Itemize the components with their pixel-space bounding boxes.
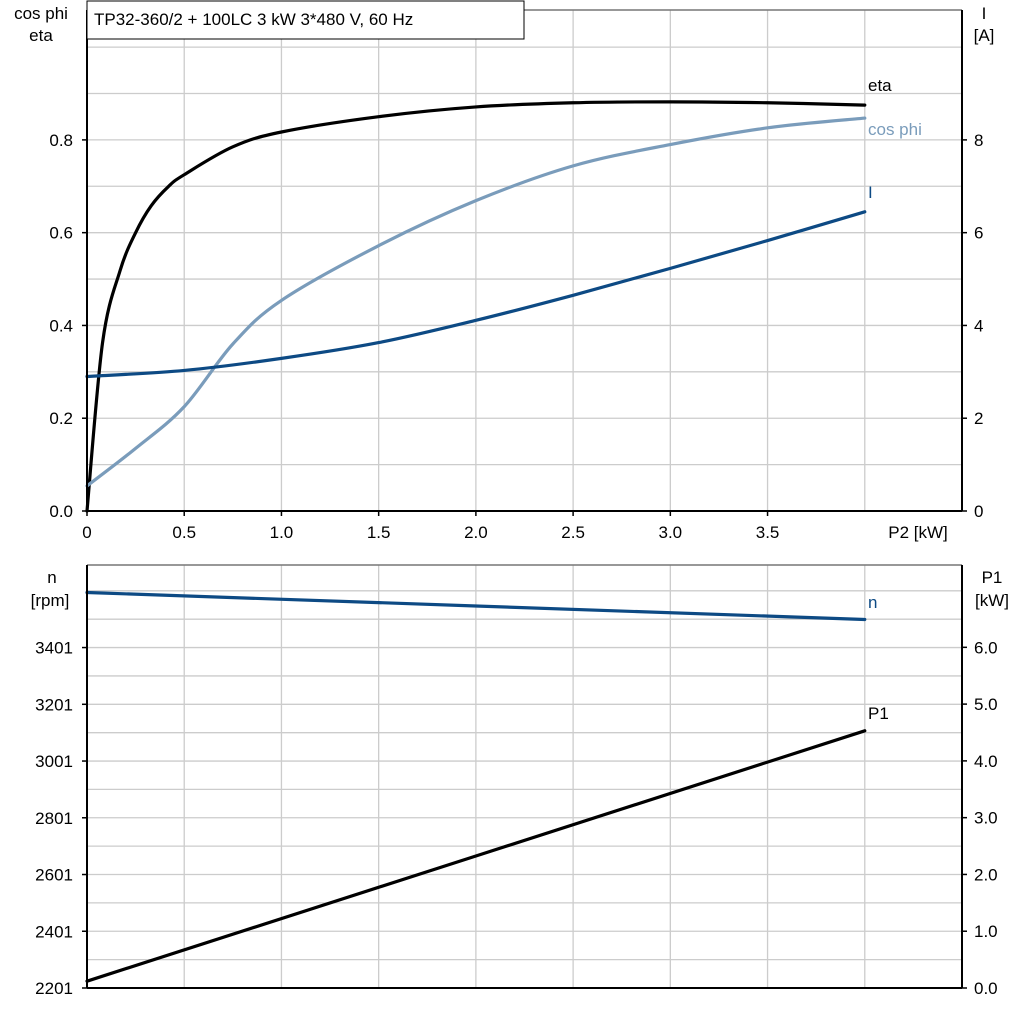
x-tick-label: 2.0 [464, 523, 488, 542]
bottom-chart-grid [87, 565, 962, 988]
series-label-P1: P1 [868, 704, 889, 723]
y-tick-label-left: 2401 [35, 922, 73, 941]
series-label-I: I [868, 183, 873, 202]
series-line-p1 [85, 729, 867, 983]
y-tick-label-right: 2 [974, 409, 983, 428]
y-tick-label-right: 0 [974, 502, 983, 521]
series-label-eta: eta [868, 76, 892, 95]
y-tick-label-left: 0.8 [49, 131, 73, 150]
y-tick-label-left: 0.0 [49, 502, 73, 521]
series-line-n [85, 590, 867, 622]
y-tick-label-right: 5.0 [974, 695, 998, 714]
top-left-ylabel-1: cos phi [14, 4, 68, 23]
top-chart-grid [87, 10, 962, 511]
x-tick-label: 2.5 [561, 523, 585, 542]
y-tick-label-left: 3201 [35, 695, 73, 714]
y-tick-label-left: 0.4 [49, 316, 73, 335]
title-box [86, 0, 525, 40]
top-right-ylabel-1: I [982, 4, 987, 23]
y-tick-label-left: 3401 [35, 639, 73, 658]
bot-right-ylabel-1: P1 [982, 568, 1003, 587]
series-line-eta [85, 100, 867, 513]
y-tick-label-right: 6.0 [974, 638, 998, 657]
axes: 0.0 0.2 0.4 0.6 0.8 0 2 4 6 8 0 0.5 1.0 1.5 2.0 2.5 3.0 3… [35, 9, 998, 998]
series-line-cos-phi [85, 116, 867, 488]
x-tick-label: 3.0 [659, 523, 683, 542]
top-xlabel: P2 [kW] [888, 523, 948, 542]
series-lines [85, 100, 867, 983]
x-tick-label: 0.5 [172, 523, 196, 542]
y-tick-label-left: 0.6 [49, 224, 73, 243]
y-tick-label-left: 2801 [35, 809, 73, 828]
y-tick-label-right: 4.0 [974, 752, 998, 771]
series-label-n: n [868, 593, 877, 612]
y-tick-label-left: 2201 [35, 979, 73, 998]
bot-left-ylabel-1: n [47, 568, 56, 587]
x-tick-label: 1.5 [367, 523, 391, 542]
x-tick-label: 0 [82, 523, 91, 542]
y-tick-label-right: 1.0 [974, 922, 998, 941]
y-tick-label-left: 2601 [35, 866, 73, 885]
x-tick-label: 1.0 [270, 523, 294, 542]
series-line-i [85, 210, 867, 379]
series-label-cos-phi: cos phi [868, 120, 922, 139]
y-tick-label-left: 3001 [35, 752, 73, 771]
y-tick-label-right: 4 [974, 316, 983, 335]
chart-title: TP32-360/2 + 100LC 3 kW 3*480 V, 60 Hz [94, 10, 413, 29]
y-tick-label-right: 2.0 [974, 865, 998, 884]
x-tick-label: 3.5 [756, 523, 780, 542]
top-right-ylabel-2: [A] [974, 26, 995, 45]
y-tick-label-right: 3.0 [974, 809, 998, 828]
y-tick-label-right: 8 [974, 131, 983, 150]
y-tick-label-left: 0.2 [49, 409, 73, 428]
bot-left-ylabel-2: [rpm] [31, 591, 70, 610]
top-left-ylabel-2: eta [29, 26, 53, 45]
y-tick-label-right: 0.0 [974, 979, 998, 998]
bot-right-ylabel-2: [kW] [975, 591, 1009, 610]
y-tick-label-right: 6 [974, 224, 983, 243]
